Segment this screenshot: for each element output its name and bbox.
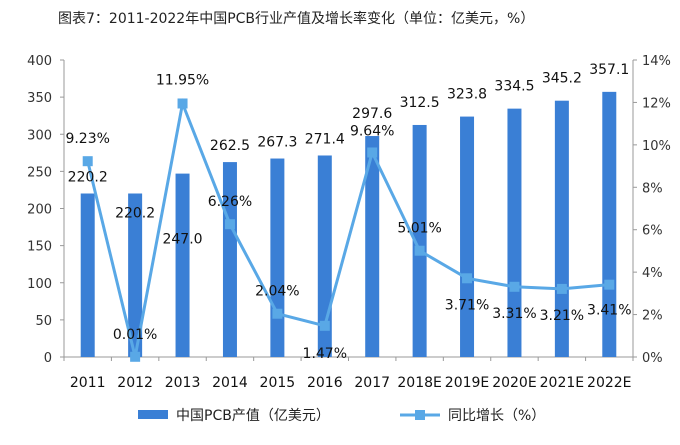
- bar: [270, 158, 285, 357]
- x-tick-label: 2021E: [540, 375, 584, 391]
- bar-value-label: 262.5: [210, 138, 250, 154]
- bar-value-label: 220.2: [115, 206, 155, 222]
- x-tick-label: 2018E: [397, 375, 441, 391]
- growth-point: [82, 156, 93, 167]
- x-tick-label: 2013: [165, 375, 201, 391]
- y-left-tick-label: 250: [27, 165, 52, 180]
- y-left-tick-label: 350: [27, 91, 52, 106]
- bar-value-label: 323.8: [447, 87, 487, 103]
- bar: [222, 162, 237, 357]
- line-value-label: 1.47%: [303, 346, 347, 362]
- bar-value-label: 220.2: [68, 170, 108, 186]
- bar: [128, 193, 143, 357]
- y-right-tick-label: 8%: [642, 181, 663, 196]
- line-value-label: 3.71%: [445, 297, 489, 313]
- growth-point: [177, 98, 188, 109]
- y-left-tick-label: 150: [27, 240, 52, 255]
- bar-value-label: 312.5: [400, 95, 440, 111]
- bar: [317, 155, 332, 357]
- bar-value-label: 271.4: [305, 131, 345, 147]
- bar: [80, 193, 95, 357]
- chart-title: 图表7：2011-2022年中国PCB行业产值及增长率变化（单位：亿美元，%）: [58, 11, 535, 27]
- x-tick-label: 2022E: [587, 375, 631, 391]
- growth-point: [604, 279, 615, 290]
- bar-value-label: 334.5: [494, 79, 534, 95]
- x-tick-label: 2011: [70, 375, 106, 391]
- line-value-label: 3.31%: [492, 306, 536, 322]
- y-right-tick-label: 12%: [642, 96, 671, 111]
- y-left-tick-label: 50: [35, 314, 52, 329]
- growth-point: [272, 308, 283, 319]
- legend-line-marker: [415, 410, 425, 420]
- growth-point: [367, 147, 378, 158]
- bar-value-label: 357.1: [589, 62, 629, 78]
- x-tick-label: 2017: [354, 375, 390, 391]
- x-tick-label: 2015: [260, 375, 296, 391]
- line-value-label: 2.04%: [255, 284, 299, 300]
- y-right-tick-label: 0%: [642, 351, 663, 366]
- bar: [175, 173, 190, 357]
- line-value-label: 9.23%: [65, 131, 109, 147]
- y-left-tick-label: 300: [27, 128, 52, 143]
- legend-bar-label: 中国PCB产值（亿美元）: [176, 408, 330, 424]
- x-tick-label: 2014: [212, 375, 248, 391]
- y-right-tick-label: 10%: [642, 139, 671, 154]
- bar-value-label: 345.2: [542, 71, 582, 87]
- x-tick-label: 2019E: [445, 375, 489, 391]
- y-left-tick-label: 0: [44, 351, 52, 366]
- y-left-tick-label: 400: [27, 54, 52, 69]
- line-value-label: 3.21%: [540, 308, 584, 324]
- bar: [460, 116, 475, 358]
- growth-point: [319, 320, 330, 331]
- bar: [365, 136, 380, 357]
- x-tick-label: 2020E: [492, 375, 536, 391]
- growth-point: [130, 351, 141, 362]
- y-right-tick-label: 14%: [642, 54, 671, 69]
- y-left-tick-label: 200: [27, 203, 52, 218]
- line-value-label: 9.64%: [350, 123, 394, 139]
- line-value-label: 6.26%: [208, 194, 252, 210]
- bar-value-label: 297.6: [352, 106, 392, 122]
- y-left-tick-label: 100: [27, 277, 52, 292]
- growth-point: [414, 245, 425, 256]
- x-tick-label: 2012: [117, 375, 153, 391]
- growth-point: [509, 281, 520, 292]
- x-tick-label: 2016: [307, 375, 343, 391]
- growth-point: [224, 219, 235, 230]
- bar: [507, 108, 522, 357]
- bar-value-label: 267.3: [257, 135, 297, 151]
- y-right-tick-label: 4%: [642, 266, 663, 281]
- line-value-label: 0.01%: [113, 327, 157, 343]
- bar: [602, 91, 617, 358]
- y-right-tick-label: 2%: [642, 309, 663, 324]
- legend-line-label: 同比增长（%）: [448, 408, 545, 424]
- legend-bar-swatch: [138, 410, 168, 419]
- growth-point: [462, 273, 473, 284]
- line-value-label: 3.41%: [587, 303, 631, 319]
- bar-value-label: 247.0: [162, 232, 202, 248]
- y-right-tick-label: 6%: [642, 224, 663, 239]
- bar: [412, 124, 427, 357]
- line-value-label: 11.95%: [156, 72, 209, 88]
- line-value-label: 5.01%: [397, 221, 441, 237]
- growth-line: [86, 98, 610, 358]
- growth-point: [556, 283, 567, 294]
